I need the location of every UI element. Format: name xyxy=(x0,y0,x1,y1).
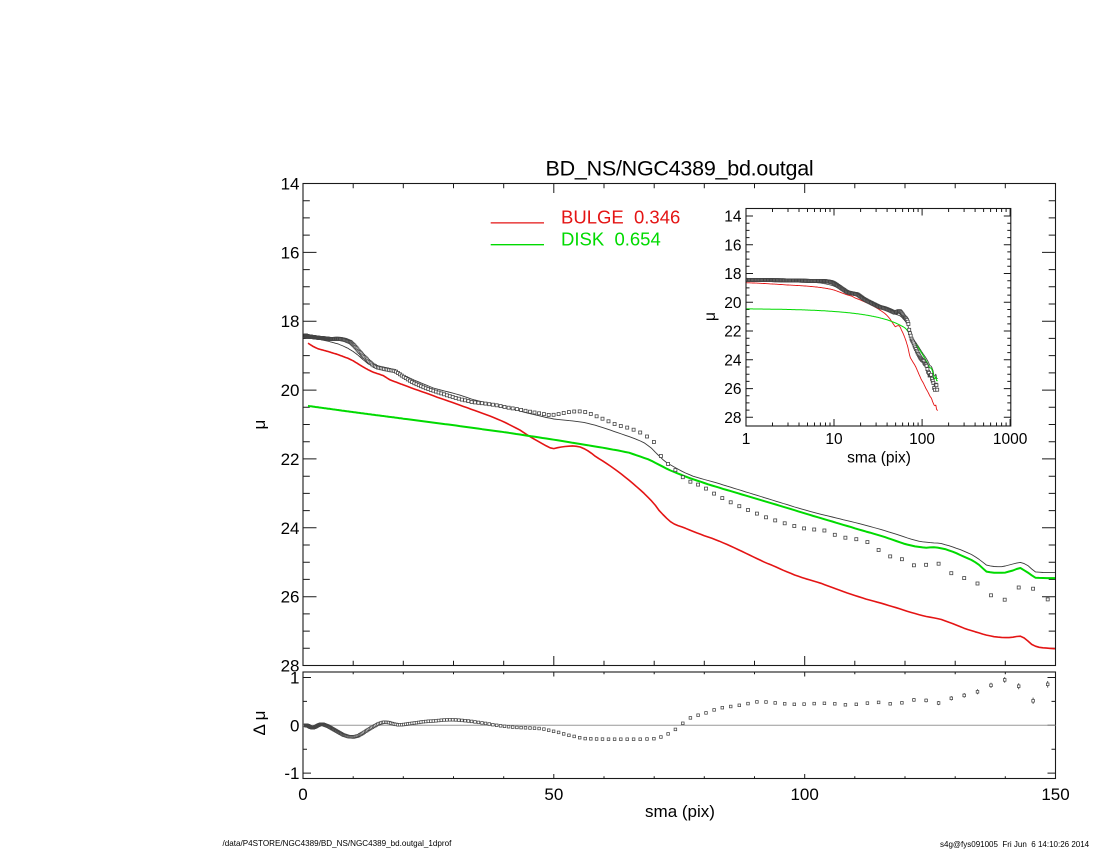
svg-text:100: 100 xyxy=(909,431,935,448)
svg-text:BULGE 0.346: BULGE 0.346 xyxy=(561,207,680,228)
svg-text:Δ μ: Δ μ xyxy=(250,711,269,736)
svg-text:sma (pix): sma (pix) xyxy=(847,450,911,467)
svg-text:20: 20 xyxy=(724,295,742,312)
svg-text:14: 14 xyxy=(724,209,742,226)
svg-text:BD_NS/NGC4389_bd.outgal: BD_NS/NGC4389_bd.outgal xyxy=(546,157,814,181)
svg-text:0: 0 xyxy=(298,785,307,804)
svg-text:s4g@fys091005 Fri Jun 6 14:1: s4g@fys091005 Fri Jun 6 14:10:26 2014 xyxy=(940,840,1090,849)
svg-text:22: 22 xyxy=(281,450,300,469)
svg-text:1: 1 xyxy=(742,431,751,448)
svg-text:50: 50 xyxy=(544,785,563,804)
svg-text:1: 1 xyxy=(290,669,299,688)
svg-text:μ: μ xyxy=(250,420,269,430)
svg-text:16: 16 xyxy=(281,243,300,262)
svg-text:28: 28 xyxy=(281,657,300,676)
svg-text:0: 0 xyxy=(290,716,299,735)
svg-text:22: 22 xyxy=(724,324,741,341)
svg-text:18: 18 xyxy=(281,312,300,331)
svg-text:26: 26 xyxy=(281,588,300,607)
svg-text:sma (pix): sma (pix) xyxy=(645,802,715,821)
svg-text:24: 24 xyxy=(724,352,742,369)
svg-text:20: 20 xyxy=(281,381,300,400)
svg-text:18: 18 xyxy=(724,266,741,283)
svg-text:16: 16 xyxy=(724,237,741,254)
svg-text:24: 24 xyxy=(281,519,300,538)
svg-text:150: 150 xyxy=(1041,785,1069,804)
svg-text:-1: -1 xyxy=(284,764,299,783)
svg-text:/data/P4STORE/NGC4389/BD_NS/NG: /data/P4STORE/NGC4389/BD_NS/NGC4389_bd.o… xyxy=(223,839,453,848)
svg-text:μ: μ xyxy=(702,312,719,321)
svg-text:28: 28 xyxy=(724,410,741,427)
svg-text:14: 14 xyxy=(281,175,300,194)
svg-text:26: 26 xyxy=(724,381,741,398)
svg-text:1000: 1000 xyxy=(993,431,1028,448)
svg-text:DISK 0.654: DISK 0.654 xyxy=(561,228,661,249)
svg-text:10: 10 xyxy=(825,431,843,448)
svg-text:100: 100 xyxy=(790,785,818,804)
